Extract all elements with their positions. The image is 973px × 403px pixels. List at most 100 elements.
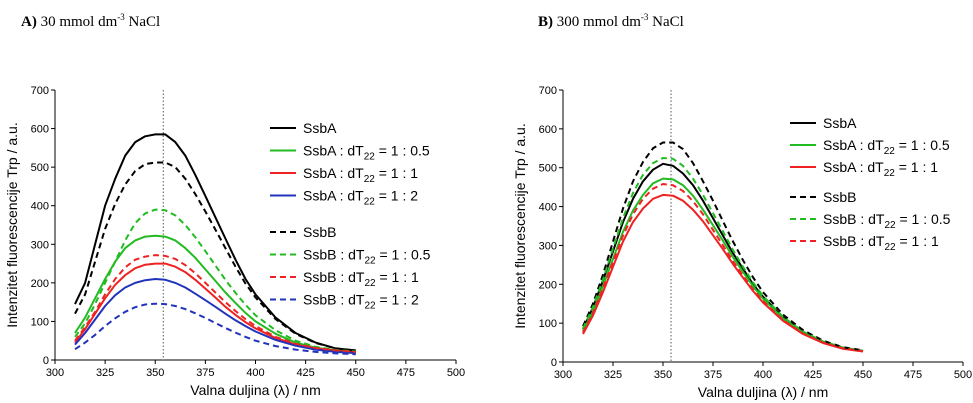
legend-entry: SsbB : dT22 = 1 : 1 (303, 269, 419, 289)
y-tick-label: 600 (539, 124, 557, 136)
legend-ratio: = 1 : 2 (376, 292, 419, 308)
y-tick-label: 100 (31, 316, 49, 328)
legend-subscript: 22 (364, 197, 376, 208)
legend-entry: SsbA : dT22 = 1 : 0.5 (823, 137, 950, 157)
y-tick-label: 600 (31, 124, 49, 136)
y-tick-label: 400 (539, 202, 557, 214)
series-line (582, 177, 864, 353)
legend-entry: SsbA (823, 115, 857, 131)
x-tick-label: 475 (904, 369, 922, 381)
y-tick-label: 300 (539, 240, 557, 252)
series-line (74, 254, 356, 353)
legend-name: SsbB : dT (303, 247, 365, 263)
legend-ratio: = 1 : 0.5 (375, 143, 430, 159)
legend-name: SsbB : dT (823, 233, 885, 249)
x-tick-label: 500 (954, 369, 972, 381)
y-tick-label: 700 (31, 85, 49, 97)
x-tick-label: 325 (604, 369, 622, 381)
legend-subscript: 22 (364, 278, 376, 289)
y-tick-label: 500 (539, 163, 557, 175)
panel-a-letter: A) (21, 14, 37, 30)
legend-ratio: = 1 : 1 (895, 159, 938, 175)
series-line (74, 133, 356, 352)
legend-name: SsbA : dT (823, 137, 884, 153)
x-tick-label: 375 (704, 369, 722, 381)
legend-entry: SsbA : dT22 = 1 : 0.5 (303, 143, 430, 163)
series-line (582, 183, 864, 353)
legend-entry: SsbB : dT22 = 1 : 0.5 (303, 247, 431, 267)
y-tick-label: 200 (31, 278, 49, 290)
legend-name: SsbA : dT (823, 159, 884, 175)
series-line (74, 302, 356, 356)
panel-b-sup: -3 (640, 12, 649, 22)
x-tick-label: 425 (804, 369, 822, 381)
legend-entry: SsbB : dT22 = 1 : 2 (303, 292, 419, 312)
legend-entry: SsbA : dT22 = 1 : 2 (303, 188, 418, 208)
legend-subscript: 22 (364, 301, 376, 312)
y-tick-label: 100 (539, 318, 557, 330)
panel-b-text2: NaCl (648, 14, 684, 30)
y-tick-label: 0 (551, 357, 557, 369)
x-tick-label: 300 (46, 367, 64, 379)
y-tick-label: 400 (31, 201, 49, 213)
legend-name: SsbA (823, 115, 857, 131)
series-line (74, 161, 356, 352)
x-tick-label: 325 (96, 367, 114, 379)
panel-a-sup: -3 (117, 12, 125, 22)
series-line (74, 208, 356, 353)
x-axis-label: Valna duljina (λ) / nm (698, 384, 828, 400)
series-line (582, 162, 864, 353)
legend-name: SsbB : dT (303, 269, 365, 285)
legend-subscript: 22 (884, 168, 896, 179)
y-axis-label: Intenzitet fluorescencije Trp / a.u. (4, 122, 20, 327)
panel-b-letter: B) (538, 14, 553, 30)
legend-entry: SsbA : dT22 = 1 : 1 (303, 165, 418, 185)
y-tick-label: 700 (539, 85, 557, 97)
series-line (582, 157, 864, 352)
legend-ratio: = 1 : 0.5 (896, 211, 951, 227)
x-tick-label: 475 (397, 367, 415, 379)
legend-entry: SsbB (823, 189, 856, 205)
series-line (74, 278, 356, 355)
legend-ratio: = 1 : 1 (896, 233, 939, 249)
y-tick-label: 300 (31, 239, 49, 251)
y-tick-label: 0 (43, 355, 49, 367)
legend-subscript: 22 (884, 220, 896, 231)
x-tick-label: 400 (246, 367, 264, 379)
y-tick-label: 500 (31, 162, 49, 174)
chart-a: 0 100 200 300 400 500 600 700 300 325 350 375 400 425… (4, 85, 465, 398)
legend-subscript: 22 (884, 146, 896, 157)
legend-subscript: 22 (364, 174, 376, 185)
legend-subscript: 22 (884, 242, 896, 253)
x-tick-label: 500 (447, 367, 465, 379)
legend-name: SsbB : dT (303, 292, 365, 308)
x-tick-label: 400 (754, 369, 772, 381)
legend-name: SsbB (823, 189, 856, 205)
y-tick-label: 200 (539, 279, 557, 291)
legend-subscript: 22 (364, 152, 376, 163)
legend-entry: SsbB (303, 224, 336, 240)
legend-entry: SsbA : dT22 = 1 : 1 (823, 159, 938, 179)
x-tick-label: 450 (347, 367, 365, 379)
legend-entry: SsbB : dT22 = 1 : 0.5 (823, 211, 951, 231)
legend-ratio: = 1 : 1 (376, 269, 419, 285)
panel-b-text: 300 mmol dm (556, 14, 641, 30)
legend-entry: SsbA (303, 120, 337, 136)
legend-ratio: = 1 : 0.5 (376, 247, 431, 263)
x-tick-label: 450 (854, 369, 872, 381)
legend-entry: SsbB : dT22 = 1 : 1 (823, 233, 939, 253)
x-tick-label: 350 (654, 369, 672, 381)
legend-subscript: 22 (364, 256, 376, 267)
legend-name: SsbA : dT (303, 188, 364, 204)
legend-name: SsbB (303, 224, 336, 240)
x-tick-label: 425 (296, 367, 314, 379)
legend-name: SsbA : dT (303, 143, 364, 159)
legend-ratio: = 1 : 2 (375, 188, 418, 204)
y-axis-label: Intenzitet fluorescencije Trp / a.u. (512, 123, 528, 328)
series-line (582, 141, 864, 352)
legend-name: SsbB : dT (823, 211, 885, 227)
x-axis-label: Valna duljina (λ) / nm (190, 382, 320, 398)
x-tick-label: 375 (196, 367, 214, 379)
panel-a-text: 30 mmol dm (40, 14, 118, 30)
